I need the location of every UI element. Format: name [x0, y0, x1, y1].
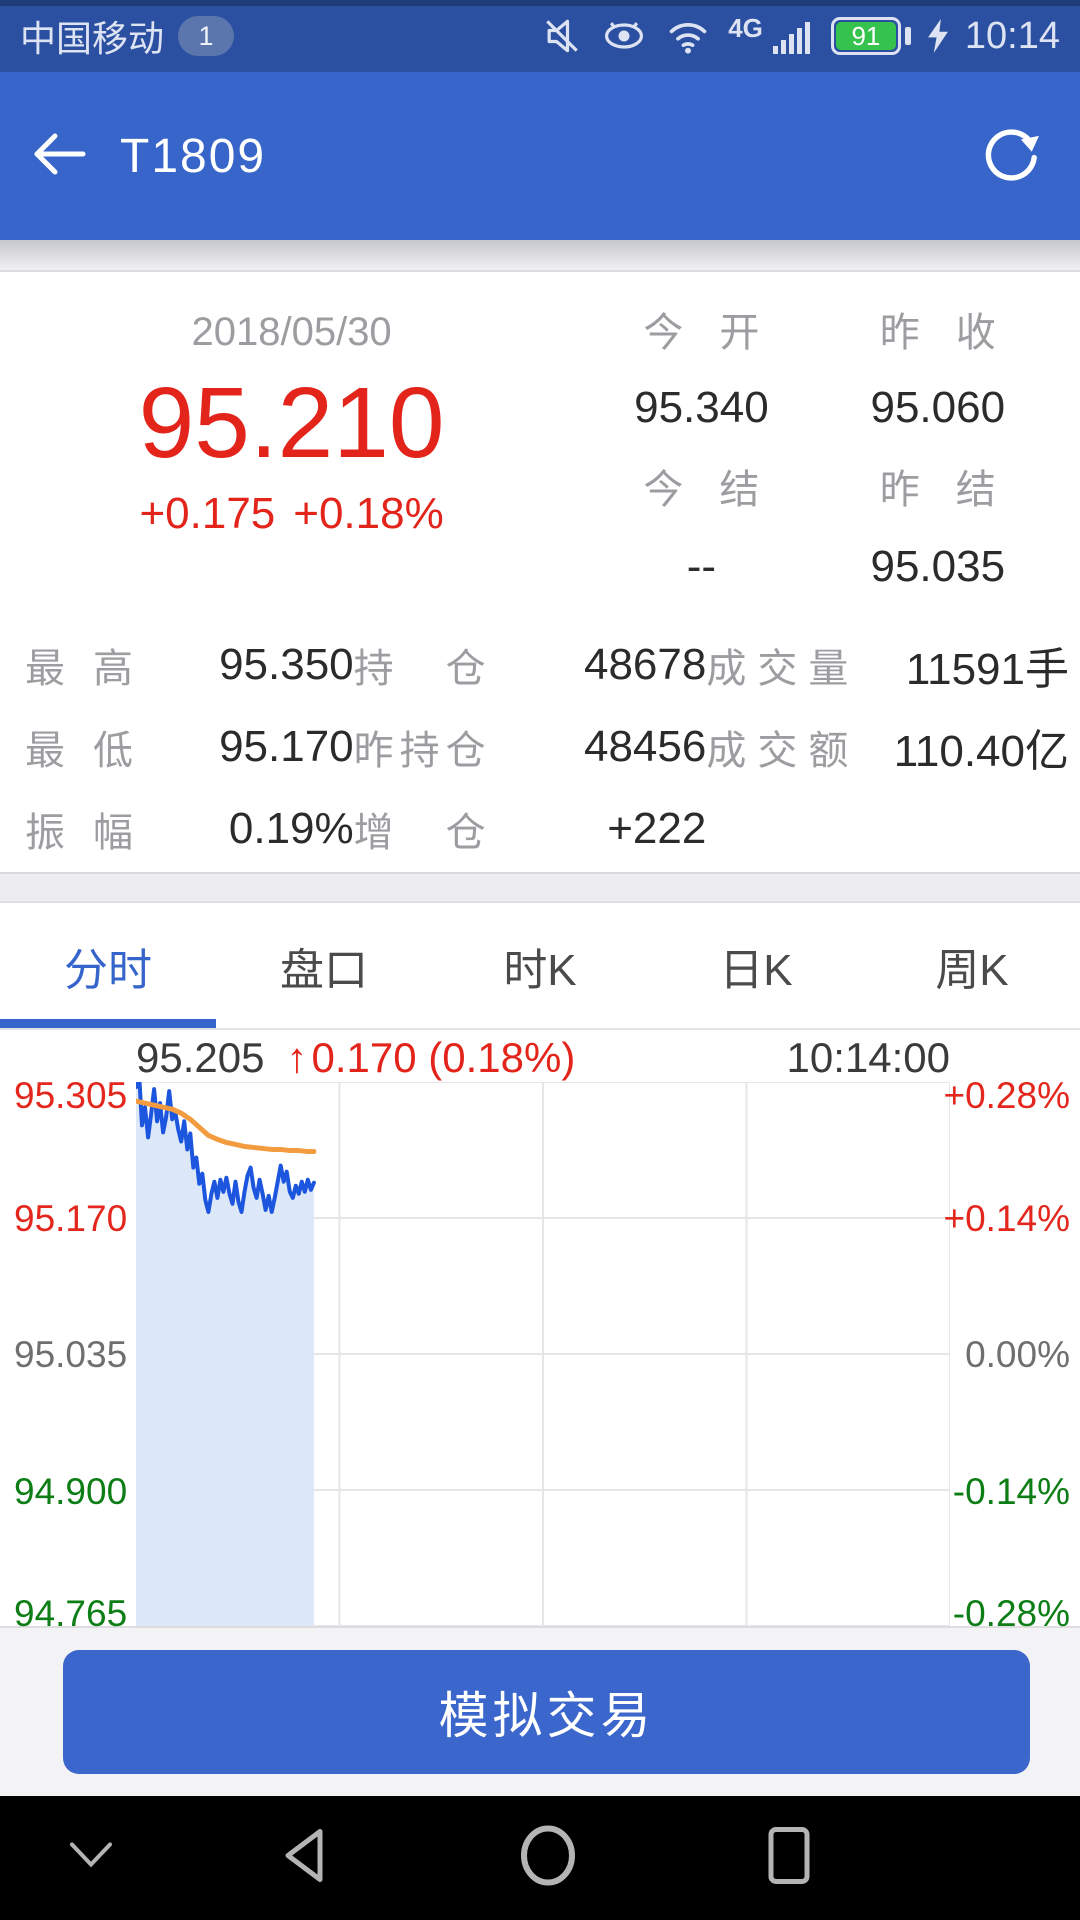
y-axis-left-label: 94.900: [14, 1470, 128, 1512]
last-price: 95.210: [138, 367, 445, 479]
back-button[interactable]: [0, 72, 120, 240]
price-change-row: +0.175 +0.18%: [139, 489, 443, 539]
minute-chart-panel: 95.205 ↑ 0.170 (0.18%) 10:14:00 95.305 95…: [0, 1030, 1080, 1634]
status-bar: 中国移动 1 4G: [0, 0, 1080, 72]
y-axis-right-label: +0.14%: [943, 1197, 1070, 1239]
plot-area[interactable]: [136, 1082, 950, 1626]
wifi-icon: [664, 14, 712, 58]
stat-value: 48678: [583, 640, 707, 689]
section-divider: [0, 872, 1080, 903]
field-value: 95.340: [634, 383, 769, 432]
home-circle-icon[interactable]: [517, 1825, 579, 1892]
stat-label: 增仓: [353, 811, 486, 855]
android-nav-bar: [0, 1796, 1080, 1920]
simulated-trading-button[interactable]: 模拟交易: [63, 1650, 1030, 1774]
stat-label: 振幅: [25, 811, 133, 855]
quote-date: 2018/05/30: [191, 310, 392, 354]
field-value: --: [686, 542, 717, 591]
y-axis-right-label: -0.28%: [952, 1593, 1070, 1634]
field-label: 昨收: [879, 311, 996, 355]
stat-label: 成交量: [706, 647, 849, 691]
page-title: T1809: [120, 129, 267, 183]
tab-hour-k[interactable]: 时K: [503, 945, 577, 995]
carrier-label: 中国移动: [20, 18, 165, 59]
minute-chart-svg: [136, 1082, 950, 1626]
price-change-percent: +0.18%: [293, 489, 444, 538]
refresh-icon: [981, 125, 1039, 188]
hide-nav-chevron-icon[interactable]: [60, 1837, 122, 1880]
bottom-area: 模拟交易: [0, 1628, 1080, 1796]
stat-label: 最低: [25, 729, 133, 773]
back-arrow-icon: [29, 128, 91, 185]
up-arrow-icon: ↑: [286, 1034, 308, 1081]
chart-tabs: 分时 盘口 时K 日K 周K: [0, 903, 1080, 1030]
stat-value: 0.19%: [228, 804, 354, 853]
stat-value: 95.170: [219, 722, 354, 771]
stat-value: 95.350: [219, 640, 354, 689]
field-value: 95.035: [870, 542, 1006, 591]
stat-label: 昨持仓: [353, 729, 486, 773]
stat-label: 最高: [25, 647, 133, 691]
battery-icon: 91: [830, 17, 901, 55]
app-header: T1809: [0, 72, 1080, 240]
field-value: 95.060: [870, 383, 1006, 432]
y-axis-left-label: 95.305: [14, 1075, 128, 1116]
quote-fields: 今开 昨收 95.340 95.060 今结 昨结 -- 95.035: [583, 288, 1080, 618]
chart-header: 95.205 ↑ 0.170 (0.18%) 10:14:00: [136, 1030, 950, 1082]
field-label: 今开: [643, 311, 760, 355]
stat-value: 11591手: [905, 645, 1069, 694]
field-label: 昨结: [879, 468, 996, 512]
chart-time: 10:14:00: [786, 1034, 951, 1081]
mute-icon: [540, 14, 584, 58]
charging-icon: [927, 19, 949, 53]
refresh-button[interactable]: [940, 72, 1080, 240]
quote-stats: 最高 95.350 持仓 48678 成交量 11591手 最低 95.170 …: [25, 624, 1069, 870]
battery-fill: [835, 22, 896, 50]
y-axis-left-label: 94.765: [14, 1593, 128, 1634]
notification-count-badge: 1: [178, 16, 235, 56]
tab-week-k[interactable]: 周K: [935, 945, 1009, 995]
battery-percent: 91: [851, 20, 881, 51]
eye-protection-icon: [600, 14, 648, 58]
stat-label: 成交额: [706, 729, 849, 773]
y-axis-right-label: 0.00%: [965, 1334, 1070, 1375]
tab-minute[interactable]: 分时: [0, 903, 216, 1028]
price-change: +0.175: [139, 489, 276, 538]
stat-label: 持仓: [353, 647, 486, 691]
y-axis-right-label: -0.14%: [952, 1470, 1070, 1512]
chart-current-price: 95.205: [136, 1034, 265, 1081]
stat-value: 48456: [583, 722, 707, 771]
stat-value: +222: [607, 804, 707, 853]
chart-change-text: 0.170 (0.18%): [311, 1034, 576, 1081]
quote-panel: 2018/05/30 95.210 +0.175 +0.18% 今开 昨收 95…: [0, 272, 1080, 872]
recents-square-icon[interactable]: [767, 1826, 811, 1891]
status-time: 10:14: [964, 14, 1060, 57]
y-axis-right-label: +0.28%: [943, 1075, 1070, 1116]
chart-body: 95.305 95.170 95.035 94.900 94.765 +0.28% +0.…: [0, 1075, 1080, 1634]
chart-change: ↑ 0.170 (0.18%): [286, 1034, 575, 1082]
signal-strength-icon: [771, 14, 815, 58]
y-axis-left-label: 95.035: [14, 1334, 128, 1375]
tab-day-k[interactable]: 日K: [719, 945, 793, 995]
field-label: 今结: [643, 468, 760, 512]
tab-order-book[interactable]: 盘口: [280, 945, 368, 995]
header-shadow: [0, 240, 1080, 272]
back-triangle-icon[interactable]: [280, 1826, 328, 1891]
stat-value: 110.40亿: [893, 727, 1069, 776]
network-type-label: 4G: [728, 12, 763, 43]
battery-nub: [904, 27, 911, 45]
y-axis-left-label: 95.170: [14, 1197, 128, 1239]
